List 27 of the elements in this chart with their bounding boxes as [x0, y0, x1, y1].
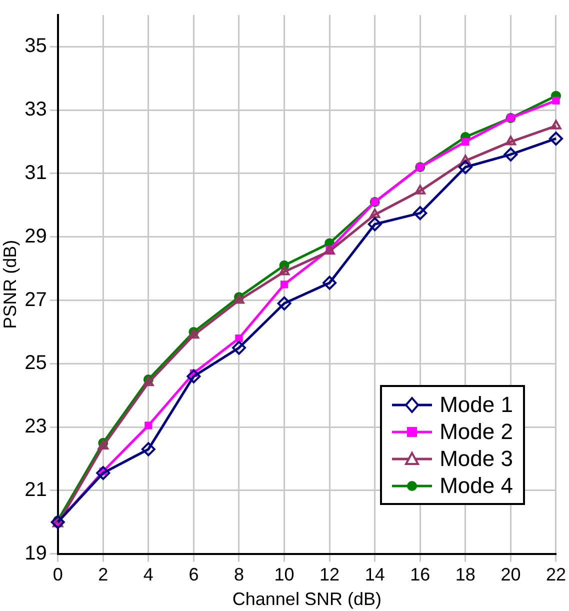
y-axis-title: PSNR (dB): [0, 240, 20, 329]
y-tick-label: 23: [24, 416, 47, 438]
y-tick-label: 25: [24, 352, 47, 374]
x-tick-label: 0: [52, 564, 63, 585]
x-tick-label: 18: [455, 564, 476, 585]
y-tick-label: 35: [24, 35, 47, 58]
y-tick-label: 21: [24, 478, 47, 501]
y-tick-label: 27: [24, 288, 47, 311]
x-axis-title: Channel SNR (dB): [232, 589, 382, 610]
y-tick-label: 29: [24, 225, 47, 248]
x-tick-label: 10: [274, 564, 294, 585]
x-tick-label: 2: [98, 564, 108, 585]
y-tick-label: 19: [24, 542, 47, 564]
y-tick-label: 31: [24, 162, 47, 184]
x-tick-label: 20: [500, 564, 521, 585]
x-tick-label: 8: [234, 564, 244, 585]
x-tick-label: 22: [546, 564, 566, 585]
legend-label: Mode 3: [440, 445, 513, 472]
legend-label: Mode 4: [440, 472, 513, 499]
x-tick-label: 16: [410, 564, 430, 585]
x-tick-label: 4: [143, 564, 154, 585]
x-tick-label: 6: [188, 564, 199, 585]
x-tick-label: 12: [320, 564, 340, 585]
legend-label: Mode 1: [440, 391, 513, 418]
x-tick-label: 14: [364, 564, 385, 585]
y-tick-label: 33: [24, 98, 47, 121]
legend-label: Mode 2: [440, 418, 513, 445]
